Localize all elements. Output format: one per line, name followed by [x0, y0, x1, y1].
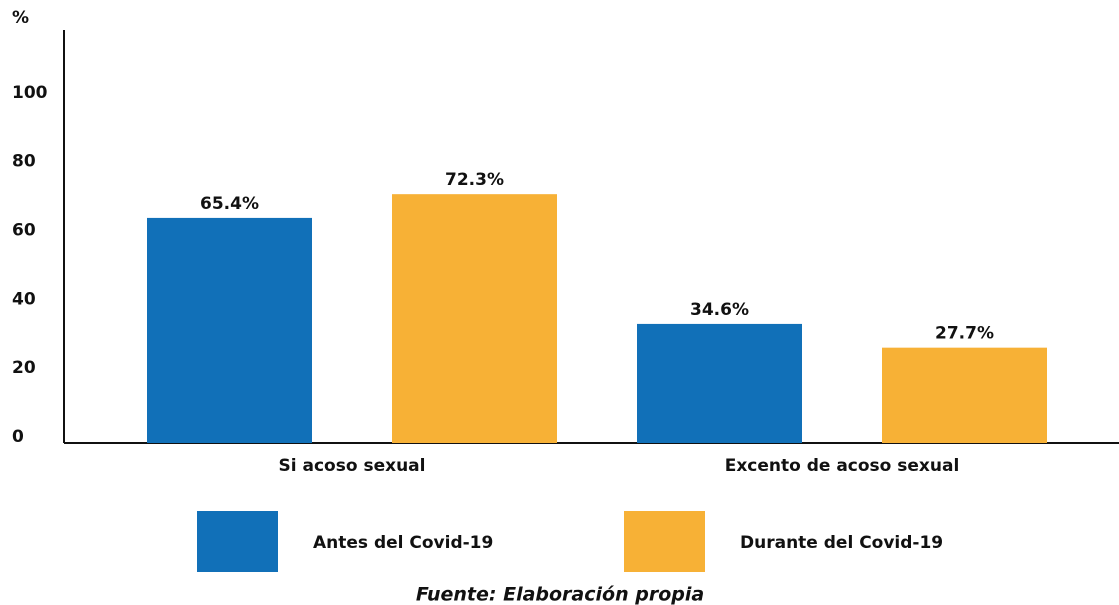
data-label: 34.6%: [690, 300, 749, 320]
data-label: 72.3%: [445, 170, 504, 190]
x-tick-label: Excento de acoso sexual: [725, 456, 960, 476]
y-tick-label: 80: [12, 152, 36, 172]
legend-label: Antes del Covid-19: [313, 533, 493, 553]
source: Fuente: Elaboración propia: [416, 584, 704, 605]
y-tick-label: 20: [12, 358, 36, 378]
legend-label: Durante del Covid-19: [740, 533, 943, 553]
legend-swatch: [624, 511, 705, 572]
y-axis-label: %: [12, 8, 29, 28]
y-tick-label: 0: [12, 427, 24, 447]
y-tick-label: 60: [12, 221, 36, 241]
data-label: 65.4%: [200, 194, 259, 214]
y-tick-label: 100: [12, 83, 48, 103]
bar: [882, 347, 1047, 443]
bar: [147, 217, 312, 443]
y-tick-label: 40: [12, 289, 36, 309]
data-label: 27.7%: [935, 324, 994, 344]
bar: [392, 194, 557, 443]
bar: [637, 323, 802, 443]
x-tick-label: Si acoso sexual: [279, 456, 426, 476]
legend-swatch: [197, 511, 278, 572]
